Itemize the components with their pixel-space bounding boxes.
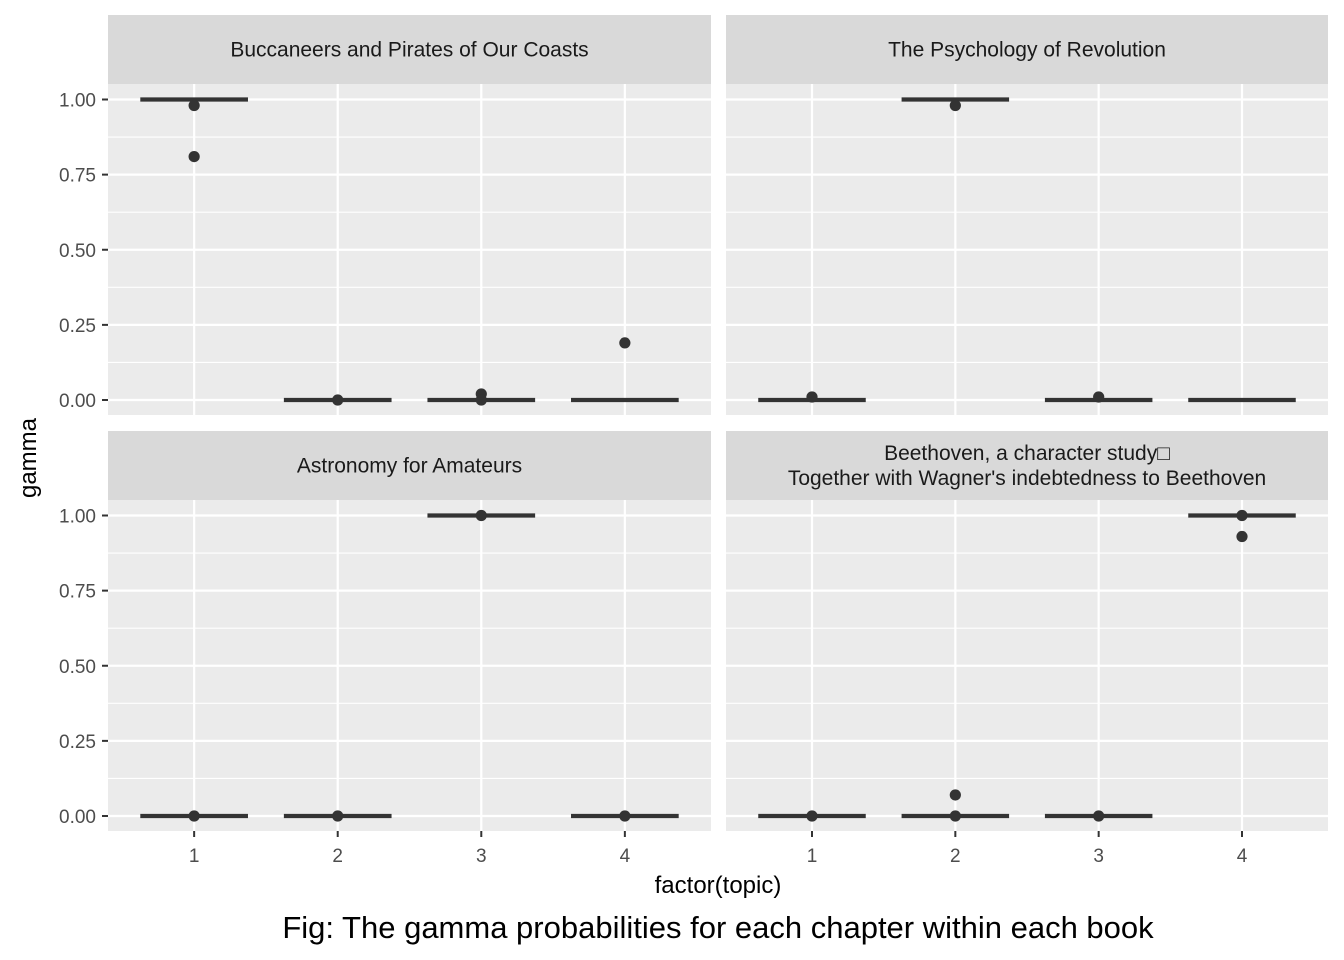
outlier-point xyxy=(188,150,200,163)
y-tick-label: 0.00 xyxy=(59,807,96,828)
x-tick-label: 4 xyxy=(620,846,631,867)
x-tick-label: 3 xyxy=(476,846,487,867)
y-tick-label: 1.00 xyxy=(59,507,96,528)
x-tick-label: 1 xyxy=(807,846,818,867)
facet-strip xyxy=(108,15,711,84)
outlier-point xyxy=(949,789,961,801)
outlier-point xyxy=(619,810,631,822)
y-tick-label: 0.00 xyxy=(59,391,96,412)
y-axis-title: gamma xyxy=(15,417,42,498)
y-tick-label: 0.25 xyxy=(59,316,96,337)
outlier-point xyxy=(949,810,961,822)
x-axis-title: factor(topic) xyxy=(655,872,782,899)
facet-title: The Psychology of Revolution xyxy=(888,39,1166,62)
y-tick-label: 0.50 xyxy=(59,657,96,678)
figure-caption: Fig: The gamma probabilities for each ch… xyxy=(282,910,1154,945)
outlier-point xyxy=(1236,509,1248,522)
facet-panel: Beethoven, a character study□Together wi… xyxy=(726,431,1328,867)
x-tick-label: 2 xyxy=(332,846,343,867)
outlier-point xyxy=(1236,530,1248,543)
facet-title: Buccaneers and Pirates of Our Coasts xyxy=(230,39,588,62)
y-tick-label: 0.75 xyxy=(59,166,96,187)
x-tick-label: 4 xyxy=(1237,846,1248,867)
outlier-point xyxy=(188,99,200,112)
x-tick-label: 2 xyxy=(950,846,961,867)
outlier-point xyxy=(806,391,818,403)
outlier-point xyxy=(475,394,487,406)
facet-strip xyxy=(108,431,711,500)
facet-title: Together with Wagner's indebtedness to B… xyxy=(788,467,1266,490)
x-tick-label: 3 xyxy=(1093,846,1104,867)
outlier-point xyxy=(332,810,344,822)
outlier-point xyxy=(806,810,818,822)
outlier-point xyxy=(475,509,487,522)
facet-title: Beethoven, a character study□ xyxy=(884,442,1170,465)
outlier-point xyxy=(332,394,344,406)
facet-strip xyxy=(726,431,1328,500)
y-tick-label: 0.50 xyxy=(59,241,96,262)
facet-panel: Buccaneers and Pirates of Our Coasts 0.00… xyxy=(59,15,711,415)
outlier-point xyxy=(619,337,631,349)
outlier-point xyxy=(949,99,961,112)
facet-panel: Astronomy for Amateurs 0.00 0.25 0.50 0.75 1.… xyxy=(59,431,711,867)
facet-panel: The Psychology of Revolution xyxy=(726,15,1328,415)
y-tick-label: 0.75 xyxy=(59,582,96,603)
outlier-point xyxy=(1093,810,1105,822)
outlier-point xyxy=(188,810,200,822)
y-tick-label: 0.25 xyxy=(59,732,96,753)
x-tick-label: 1 xyxy=(189,846,200,867)
facet-panels: Buccaneers and Pirates of Our Coasts 0.00… xyxy=(59,15,1328,867)
outlier-point xyxy=(1093,391,1105,403)
facet-title: Astronomy for Amateurs xyxy=(297,455,522,478)
y-tick-label: 1.00 xyxy=(59,91,96,112)
facet-strip xyxy=(726,15,1328,84)
